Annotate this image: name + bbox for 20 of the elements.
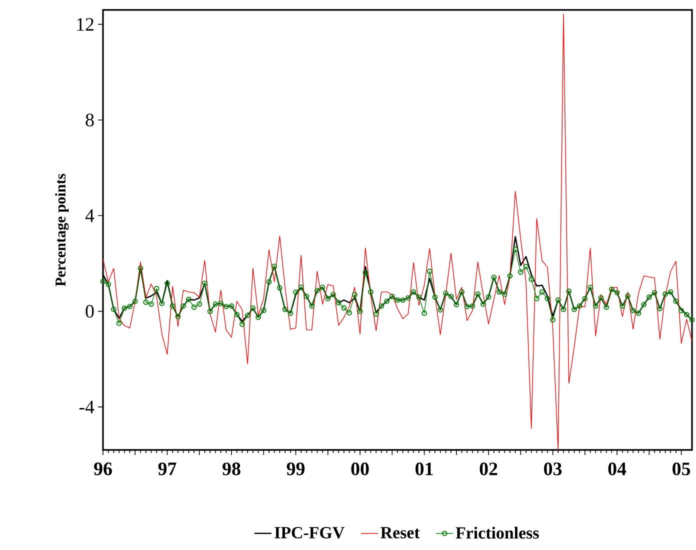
x-tick-label: 04 [608,462,626,476]
x-tick-label: 97 [158,462,176,476]
legend-label: Frictionless [456,526,539,539]
x-tick-label: 00 [351,462,369,476]
y-axis-title: Percentage points [55,174,69,286]
x-tick-label: 01 [416,462,433,476]
line-series [103,14,692,450]
x-tick-label: 98 [222,462,240,476]
x-tick-label: 03 [544,462,562,476]
x-tick-label: 96 [94,462,112,476]
y-tick-label: 4 [85,209,94,222]
y-tick-label: 8 [86,114,94,126]
y-tick-label: -4 [79,400,94,414]
x-tick-label: 05 [672,462,690,476]
x-tick-label: 02 [480,462,498,476]
y-tick-label: 0 [86,304,94,318]
x-tick-label: 99 [286,462,305,476]
legend-label: Reset [380,527,420,538]
legend-label: IPC-FGV [274,527,344,538]
y-tick-label: 12 [77,18,94,31]
